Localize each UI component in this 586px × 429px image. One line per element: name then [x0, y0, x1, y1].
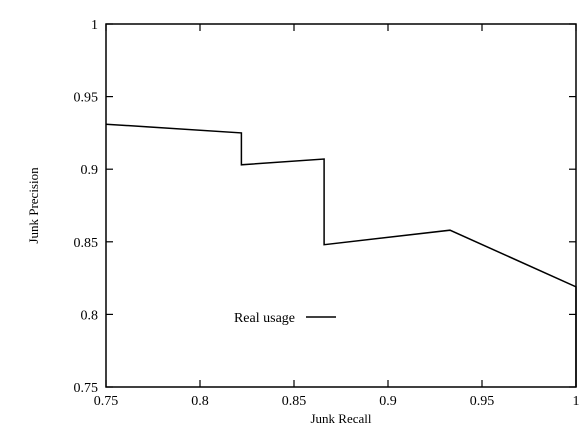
x-tick-label: 0.75	[94, 394, 119, 409]
y-tick-label: 0.75	[74, 381, 99, 396]
series-group	[105, 123, 577, 387]
x-tick-label: 1	[573, 394, 580, 409]
y-axis-title: Junk Precision	[26, 167, 41, 244]
series-line-0	[105, 123, 577, 387]
x-tick-label: 0.85	[282, 394, 307, 409]
x-axis-ticks: 0.75 0.8 0.85 0.9 0.95 1	[94, 24, 580, 409]
plot-frame	[105, 23, 577, 388]
y-tick-label: 0.8	[81, 308, 99, 323]
x-tick-label: 0.9	[379, 394, 397, 409]
x-tick-label: 0.8	[191, 394, 209, 409]
y-tick-label: 1	[91, 18, 98, 33]
x-axis-title: Junk Recall	[310, 411, 371, 426]
y-tick-label: 0.95	[74, 91, 99, 106]
legend-label: Real usage	[234, 311, 295, 326]
y-tick-label: 0.85	[74, 236, 99, 251]
y-axis-ticks: 0.75 0.8 0.85 0.9 0.95 1	[74, 18, 576, 396]
y-tick-label: 0.9	[81, 163, 99, 178]
x-tick-label: 0.95	[470, 394, 495, 409]
legend: Real usage	[234, 311, 336, 326]
